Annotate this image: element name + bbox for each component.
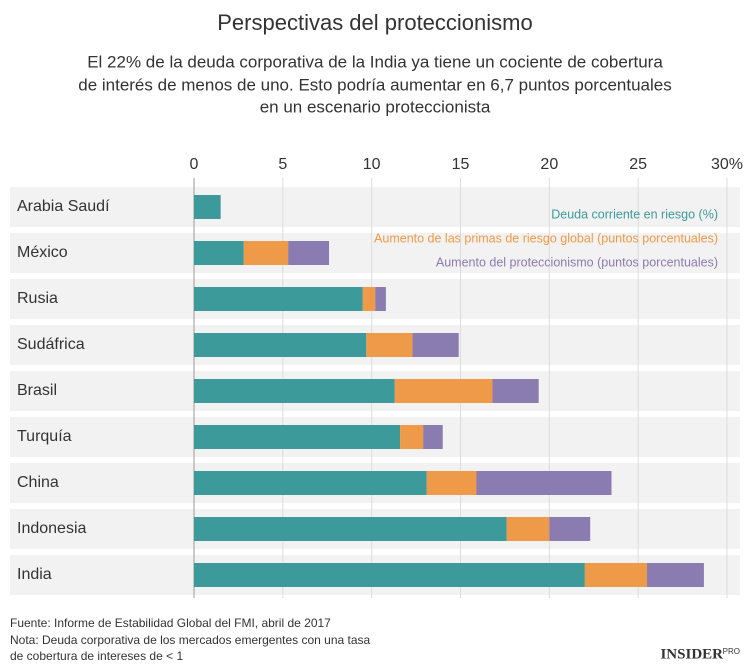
x-tick-label: 10	[363, 156, 381, 173]
legend-entry: Aumento de las primas de riesgo global (…	[374, 231, 718, 245]
logo: INSIDER	[660, 646, 723, 662]
x-tick-label: 25	[629, 156, 647, 173]
bar-segment	[492, 379, 539, 403]
bar-segment	[412, 333, 459, 357]
chart-title: Perspectivas del proteccionismo	[217, 10, 532, 35]
subtitle: de interés de menos de uno. Esto podría …	[78, 75, 672, 94]
source: Fuente: Informe de Estabilidad Global de…	[10, 616, 331, 630]
bar-segment	[394, 379, 493, 403]
bar-segment	[194, 287, 363, 311]
logo-tag: PRO	[723, 647, 740, 656]
bar-segment	[647, 563, 704, 587]
bar-segment	[426, 471, 477, 495]
bar-segment	[375, 287, 386, 311]
bar-segment	[194, 425, 401, 449]
y-tick-label: Turquía	[17, 428, 72, 445]
bar-segment	[549, 517, 591, 541]
y-tick-label: Indonesia	[17, 520, 86, 537]
row-band	[10, 233, 740, 273]
bar-segment	[194, 195, 221, 219]
bar-segment	[194, 563, 585, 587]
y-tick-label: México	[17, 244, 68, 261]
bar-segment	[362, 287, 376, 311]
bar-segment	[243, 241, 289, 265]
x-tick-label: 30%	[711, 156, 743, 173]
bar-segment	[366, 333, 413, 357]
y-tick-label: Sudáfrica	[17, 336, 85, 353]
bar-segment	[194, 333, 367, 357]
bar-segment	[194, 241, 244, 265]
x-tick-label: 15	[452, 156, 470, 173]
legend-entry: Deuda corriente en riesgo (%)	[551, 207, 718, 221]
bar-segment	[194, 517, 507, 541]
y-tick-label: India	[17, 566, 52, 583]
plot-area: 0 5 10 15 20 25 30% Arabia Saudí México Rusia Sudá…	[10, 156, 743, 598]
x-tick-label: 0	[190, 156, 199, 173]
bar-segment	[506, 517, 550, 541]
y-tick-label: Rusia	[17, 290, 58, 307]
bar-segment	[400, 425, 424, 449]
note: de cobertura de intereses de < 1	[10, 649, 183, 663]
bar-segment	[288, 241, 330, 265]
y-tick-label: Arabia Saudí	[17, 198, 110, 215]
note: Nota: Deuda corporativa de los mercados …	[10, 633, 371, 647]
x-tick-label: 5	[278, 156, 287, 173]
row-band	[10, 187, 740, 227]
bar-segment	[584, 563, 648, 587]
y-tick-label: China	[17, 474, 59, 491]
legend-entry: Aumento del proteccionismo (puntos porce…	[436, 255, 718, 269]
x-tick-label: 20	[540, 156, 558, 173]
bar-segment	[423, 425, 443, 449]
subtitle: El 22% de la deuda corporativa de la Ind…	[87, 52, 663, 71]
y-tick-label: Brasil	[17, 382, 57, 399]
subtitle: en un escenario proteccionista	[260, 97, 491, 116]
bar-segment	[476, 471, 612, 495]
bar-segment	[194, 379, 395, 403]
bar-segment	[194, 471, 427, 495]
